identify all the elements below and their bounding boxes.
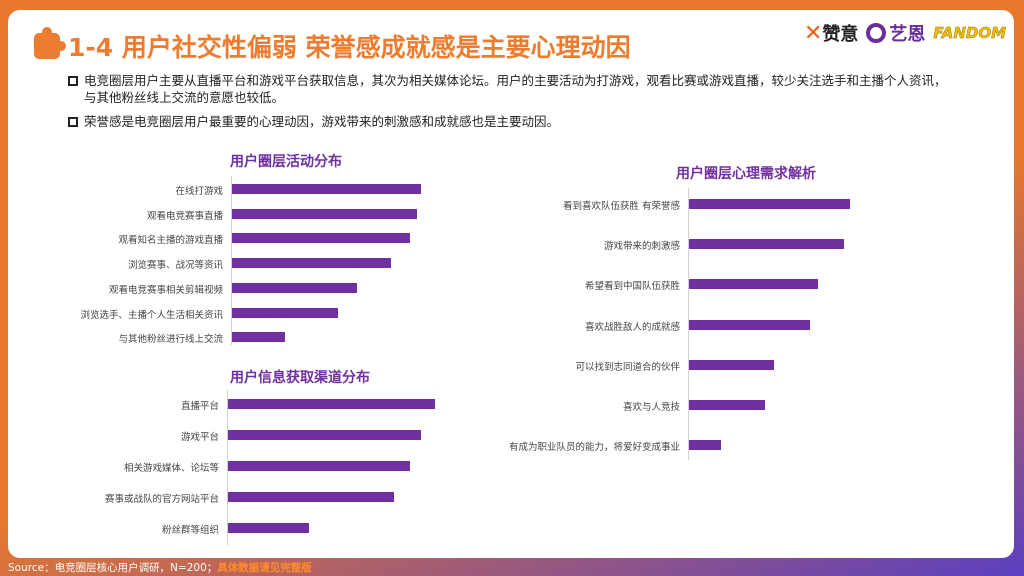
chart-axis — [231, 176, 232, 345]
chart-title: 用户信息获取渠道分布 — [230, 370, 370, 386]
bar — [232, 282, 357, 293]
chart-title: 用户圈层活动分布 — [230, 154, 342, 170]
category-label: 浏览赛事、战况等资讯 — [127, 260, 223, 272]
category-label: 喜欢与人竞技 — [622, 402, 680, 413]
bar — [689, 319, 810, 330]
fandom-logo: FANDOM — [933, 24, 1006, 43]
footer: Source：电竞圈层核心用户调研，N=200；具体数据请见完整版 — [8, 560, 312, 575]
bullet-item: 荣誉感是电竞圈层用户最重要的心理动因，游戏带来的刺激感和成就感也是主要动因。 — [68, 113, 948, 130]
category-label: 浏览选手、主播个人生活相关资讯 — [80, 309, 223, 321]
bar — [228, 492, 394, 502]
bar — [689, 359, 775, 370]
page-title: 1-4 用户社交性偏弱 荣誉感成就感是主要心理动因 — [34, 27, 631, 64]
category-label: 喜欢战胜敌人的成就感 — [584, 321, 680, 333]
bullet-text: 电竞圈层用户主要从直播平台和游戏平台获取信息，其次为相关媒体论坛。用户的主要活动… — [84, 73, 947, 105]
square-bullet-icon — [68, 76, 78, 86]
category-label: 直播平台 — [180, 401, 219, 412]
bar — [232, 307, 338, 318]
category-label: 看到喜欢队伍获胜 有荣誉感 — [562, 201, 680, 212]
bar — [689, 400, 765, 410]
bar — [232, 208, 418, 219]
bar — [232, 184, 421, 194]
category-label: 观看电竞赛事直播 — [146, 210, 223, 222]
bullet-text: 荣誉感是电竞圈层用户最重要的心理动因，游戏带来的刺激感和成就感也是主要动因。 — [84, 114, 560, 129]
category-label: 在线打游戏 — [175, 186, 223, 197]
bar — [232, 332, 285, 343]
source-text: Source：电竞圈层核心用户调研，N=200； — [8, 562, 218, 574]
category-label: 赛事或战队的官方网站平台 — [104, 494, 219, 505]
summary-bullets: 电竞圈层用户主要从直播平台和游戏平台获取信息，其次为相关媒体论坛。用户的主要活动… — [68, 72, 948, 137]
content-card — [8, 10, 1014, 558]
bar — [232, 258, 391, 269]
chart-axis — [688, 188, 689, 460]
endata-logo: 艺恩 — [866, 20, 925, 46]
category-label: 游戏带来的刺激感 — [603, 241, 680, 253]
bar — [228, 461, 411, 471]
puzzle-icon — [34, 27, 66, 59]
bullet-item: 电竞圈层用户主要从直播平台和游戏平台获取信息，其次为相关媒体论坛。用户的主要活动… — [68, 72, 948, 106]
bar — [689, 239, 844, 250]
logos: ✕赞意 艺恩 FANDOM — [804, 20, 1006, 46]
category-label: 观看知名主播的游戏直播 — [118, 235, 223, 247]
bar — [689, 279, 818, 290]
zanyi-logo: ✕赞意 — [803, 21, 859, 46]
square-bullet-icon — [68, 117, 78, 127]
bar — [232, 233, 410, 244]
chart-axis — [227, 390, 228, 545]
full-version-note: 具体数据请见完整版 — [217, 562, 312, 574]
category-label: 观看电竞赛事相关剪辑视频 — [108, 284, 223, 296]
bar — [228, 399, 435, 409]
bar — [228, 430, 421, 440]
category-label: 游戏平台 — [180, 432, 219, 443]
bar — [689, 199, 850, 209]
page-title-text: 1-4 用户社交性偏弱 荣誉感成就感是主要心理动因 — [68, 33, 631, 62]
category-label: 相关游戏媒体、论坛等 — [123, 463, 219, 474]
category-label: 希望看到中国队伍获胜 — [584, 281, 680, 293]
category-label: 有成为职业队员的能力，将爱好变成事业 — [508, 442, 680, 454]
category-label: 粉丝群等组织 — [161, 525, 219, 536]
category-label: 与其他粉丝进行线上交流 — [118, 334, 223, 346]
category-label: 可以找到志同道合的伙伴 — [575, 361, 680, 373]
bar — [228, 523, 309, 533]
bar — [689, 440, 722, 451]
chart-title: 用户圈层心理需求解析 — [676, 166, 816, 182]
